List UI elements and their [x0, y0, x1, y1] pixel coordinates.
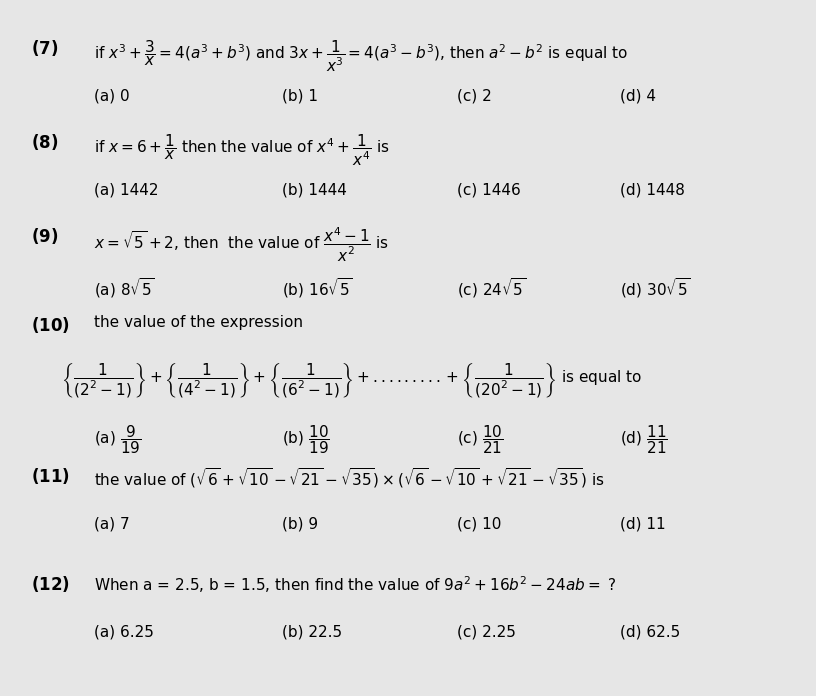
Text: $\mathbf{(11)}$: $\mathbf{(11)}$ [31, 466, 70, 487]
Text: (b) $\dfrac{10}{19}$: (b) $\dfrac{10}{19}$ [282, 423, 330, 456]
Text: (b) 9: (b) 9 [282, 516, 317, 532]
Text: When a = 2.5, b = 1.5, then find the value of $9a^2+16b^2-24ab=$ ?: When a = 2.5, b = 1.5, then find the val… [94, 574, 617, 595]
Text: (b) $16\sqrt{5}$: (b) $16\sqrt{5}$ [282, 276, 353, 300]
Text: (d) 4: (d) 4 [620, 88, 656, 104]
Text: (d) 11: (d) 11 [620, 516, 666, 532]
Text: (c) 2.25: (c) 2.25 [457, 624, 516, 640]
Text: (a) 1442: (a) 1442 [94, 182, 158, 198]
Text: (b) 1444: (b) 1444 [282, 182, 347, 198]
Text: the value of $(\sqrt{6}+\sqrt{10}-\sqrt{21}-\sqrt{35})\times(\sqrt{6}-\sqrt{10}+: the value of $(\sqrt{6}+\sqrt{10}-\sqrt{… [94, 466, 605, 490]
Text: (c) 10: (c) 10 [457, 516, 501, 532]
Text: $\mathbf{(12)}$: $\mathbf{(12)}$ [31, 574, 70, 594]
Text: (a) $8\sqrt{5}$: (a) $8\sqrt{5}$ [94, 276, 154, 300]
Text: if $x^3+\dfrac{3}{x}=4(a^3+b^3)$ and $3x+\dfrac{1}{x^3}=4(a^3-b^3)$, then $a^2-b: if $x^3+\dfrac{3}{x}=4(a^3+b^3)$ and $3x… [94, 38, 628, 74]
Text: (d) 1448: (d) 1448 [620, 182, 685, 198]
Text: (a) $\dfrac{9}{19}$: (a) $\dfrac{9}{19}$ [94, 423, 141, 456]
Text: $\mathbf{(10)}$: $\mathbf{(10)}$ [31, 315, 70, 335]
Text: the value of the expression: the value of the expression [94, 315, 303, 330]
Text: (c) 1446: (c) 1446 [457, 182, 521, 198]
Text: $x=\sqrt{5}+2$, then  the value of $\dfrac{x^4-1}{x^2}$ is: $x=\sqrt{5}+2$, then the value of $\dfra… [94, 226, 389, 264]
Text: (d) $30\sqrt{5}$: (d) $30\sqrt{5}$ [620, 276, 691, 300]
Text: (b) 1: (b) 1 [282, 88, 317, 104]
Text: (a) 0: (a) 0 [94, 88, 130, 104]
Text: (c) $\dfrac{10}{21}$: (c) $\dfrac{10}{21}$ [457, 423, 503, 456]
Text: (b) 22.5: (b) 22.5 [282, 624, 342, 640]
Text: (c) $24\sqrt{5}$: (c) $24\sqrt{5}$ [457, 276, 526, 300]
Text: $\mathbf{(7)}$: $\mathbf{(7)}$ [31, 38, 58, 58]
Text: if $x=6+\dfrac{1}{x}$ then the value of $x^4+\dfrac{1}{x^4}$ is: if $x=6+\dfrac{1}{x}$ then the value of … [94, 132, 389, 168]
Text: (d) $\dfrac{11}{21}$: (d) $\dfrac{11}{21}$ [620, 423, 668, 456]
Text: $\mathbf{(9)}$: $\mathbf{(9)}$ [31, 226, 58, 246]
Text: (d) 62.5: (d) 62.5 [620, 624, 681, 640]
Text: $\mathbf{(8)}$: $\mathbf{(8)}$ [31, 132, 58, 152]
Text: $\left\{\dfrac{1}{(2^2-1)}\right\}+\left\{\dfrac{1}{(4^2-1)}\right\}+\left\{\dfr: $\left\{\dfrac{1}{(2^2-1)}\right\}+\left… [61, 362, 642, 400]
Text: (a) 6.25: (a) 6.25 [94, 624, 153, 640]
Text: (c) 2: (c) 2 [457, 88, 492, 104]
Text: (a) 7: (a) 7 [94, 516, 130, 532]
